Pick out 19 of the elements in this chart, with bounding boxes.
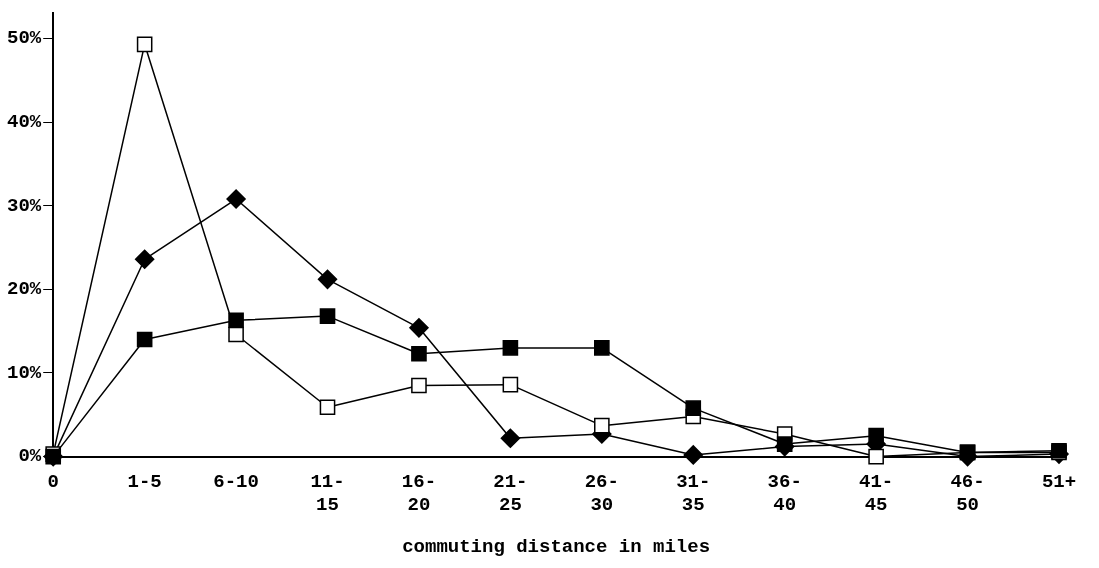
- x-tick-label: 26- 30: [584, 470, 619, 516]
- y-tick-label: 20%: [6, 278, 42, 301]
- x-tick-label: 11- 15: [310, 470, 345, 516]
- x-tick-label: 1-5: [127, 470, 162, 493]
- x-tick-label: 16- 20: [401, 470, 437, 516]
- y-tick-label: 50%: [6, 27, 42, 50]
- x-tick-label: 46- 50: [950, 470, 985, 516]
- x-tick-label: 36- 40: [767, 470, 802, 516]
- x-tick-label: 21- 25: [493, 470, 528, 516]
- x-tick-label: 0: [47, 470, 59, 493]
- x-axis-title: commuting distance in miles: [402, 536, 711, 559]
- y-tick-label: 0%: [18, 445, 42, 468]
- y-tick-label: 40%: [6, 110, 42, 133]
- x-tick-label: 51+: [1041, 470, 1077, 493]
- y-tick-label: 10%: [6, 361, 42, 384]
- x-tick-label: 41- 45: [859, 470, 894, 516]
- y-tick-label: 30%: [6, 194, 42, 217]
- x-tick-label: 6-10: [213, 470, 259, 493]
- x-tick-label: 31- 35: [676, 470, 711, 516]
